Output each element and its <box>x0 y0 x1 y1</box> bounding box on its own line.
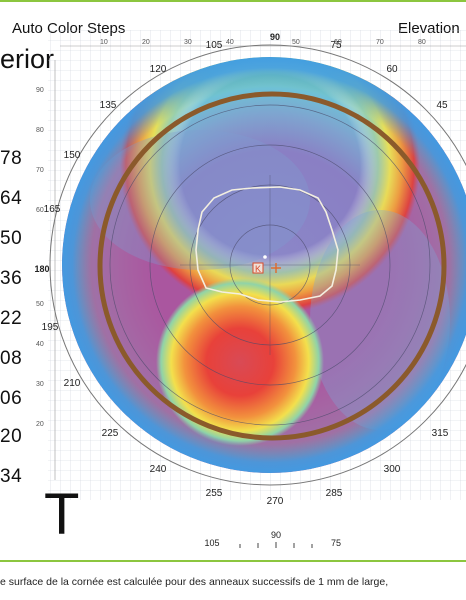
angle-label: 60 <box>386 64 398 75</box>
ruler-label: 20 <box>36 421 44 428</box>
ruler-label: 90 <box>36 87 44 94</box>
angle-label: 75 <box>330 40 342 51</box>
ruler-label: 70 <box>36 167 44 174</box>
top-frame-line <box>0 0 466 2</box>
center-dot <box>263 255 267 259</box>
ruler-label: 60 <box>36 207 44 214</box>
angle-labels: 90 105 75 120 60 135 45 150 165 180 195 … <box>34 32 448 507</box>
left-ruler: 90 80 70 60 50 40 30 20 <box>36 60 56 480</box>
ruler-label: 10 <box>100 39 108 46</box>
scale-value: 08 <box>0 348 23 369</box>
bottom-angle-strip: 90 105 75 <box>204 530 341 548</box>
ruler-label: 80 <box>36 127 44 134</box>
svg-text:90: 90 <box>271 530 281 540</box>
angle-label: 150 <box>64 150 81 161</box>
angle-label: 90 <box>270 32 280 42</box>
angle-label: 300 <box>384 464 401 475</box>
angle-label: 180 <box>34 264 49 274</box>
angle-label: 120 <box>150 64 167 75</box>
ruler-label: 40 <box>226 39 234 46</box>
scale-value: 78 <box>0 148 23 169</box>
angle-label: 165 <box>44 204 61 215</box>
ruler-label: 70 <box>376 39 384 46</box>
angle-label: 45 <box>436 100 448 111</box>
scale-value: 64 <box>0 188 23 209</box>
top-ruler: 10 20 30 40 50 60 70 80 <box>60 39 466 47</box>
angle-label: 270 <box>267 496 284 507</box>
angle-label: 105 <box>206 40 223 51</box>
scale-value: 06 <box>0 388 23 409</box>
pupil-contour <box>195 186 339 303</box>
bottom-frame-line <box>0 560 466 562</box>
ruler-label: 80 <box>418 39 426 46</box>
angle-label: 255 <box>206 488 223 499</box>
scale-value: 36 <box>0 268 23 289</box>
ruler-label: 20 <box>142 39 150 46</box>
scale-value: 50 <box>0 228 23 249</box>
k-marker <box>252 262 264 274</box>
optical-zone-ring <box>97 91 447 441</box>
concentric-rings <box>109 104 431 426</box>
k-marker-label: K <box>255 264 261 274</box>
ruler-label: 30 <box>36 381 44 388</box>
svg-text:105: 105 <box>204 538 219 548</box>
scale-value: 34 <box>0 466 23 487</box>
angle-label: 195 <box>42 322 59 333</box>
ruler-label: 30 <box>184 39 192 46</box>
figure-caption: e surface de la cornée est calculée pour… <box>0 576 389 588</box>
angle-label: 135 <box>100 100 117 111</box>
scale-value: 22 <box>0 308 23 329</box>
outer-guide-circle <box>49 44 466 486</box>
svg-text:75: 75 <box>331 538 341 548</box>
ruler-label: 50 <box>36 301 44 308</box>
center-cross-marker <box>271 263 281 273</box>
ruler-label: 40 <box>36 341 44 348</box>
angle-label: 315 <box>432 428 449 439</box>
angle-label: 285 <box>326 488 343 499</box>
scale-value: 20 <box>0 426 23 447</box>
ruler-label: 60 <box>334 39 342 46</box>
angle-label: 240 <box>150 464 167 475</box>
orientation-label: erior <box>0 44 55 74</box>
angle-label: 210 <box>64 378 81 389</box>
ruler-label: 50 <box>292 39 300 46</box>
angle-label: 225 <box>102 428 119 439</box>
temporal-label: T <box>44 482 80 547</box>
